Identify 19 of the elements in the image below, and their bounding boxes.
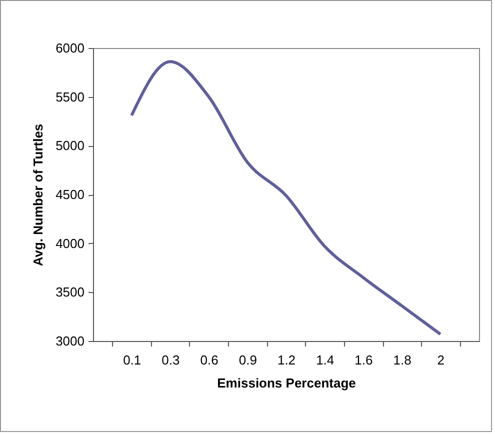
line-series [130,60,442,336]
x-tick-label: 1.6 [354,352,373,368]
y-tick-label: 4000 [56,236,84,251]
y-tick-label: 6000 [56,40,84,56]
y-tick-label: 3000 [56,334,84,348]
y-tick-label: 5000 [56,138,84,154]
x-tick-label: 1.8 [393,352,412,368]
x-tick-label: 0.6 [200,352,218,368]
x-tick-label: 0.9 [238,352,257,368]
x-tick-label: 0.3 [162,352,180,368]
x-axis-title: Emissions Percentage [217,376,356,390]
y-tick-label: 4500 [56,187,84,202]
x-tick-label: 0.1 [123,352,142,368]
y-axis-title: Avg. Number of Turtles [30,124,46,266]
x-tick-label: 1.4 [316,352,334,368]
x-tick-label: 2 [437,352,445,368]
x-tick-label: 1.2 [277,352,296,368]
y-tick-label: 3500 [56,284,84,300]
y-tick-label: 5500 [56,89,84,104]
